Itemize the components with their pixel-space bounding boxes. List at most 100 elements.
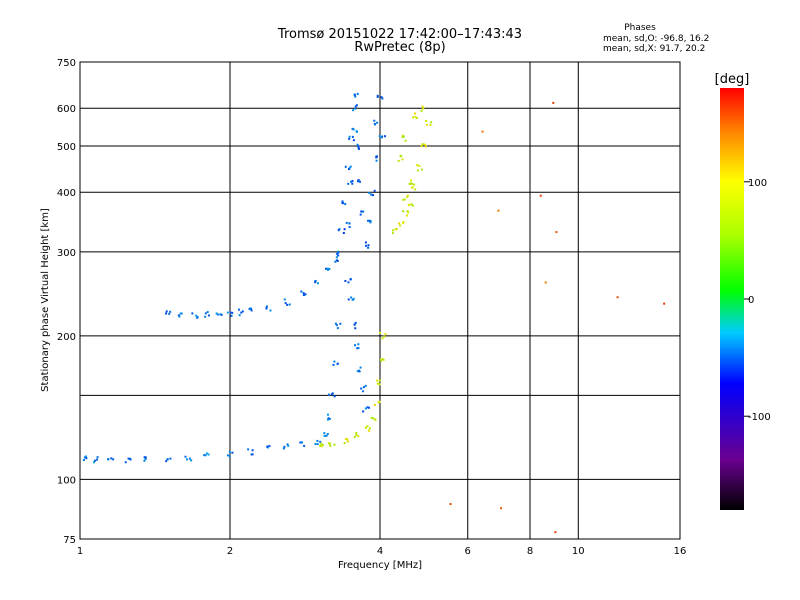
echo-point	[96, 456, 99, 459]
echo-point	[403, 198, 406, 201]
echo-point	[351, 298, 354, 301]
echo-point	[422, 107, 425, 110]
echo-point	[616, 296, 619, 299]
echo-point	[82, 459, 85, 462]
echo-point	[300, 290, 303, 293]
echo-point	[165, 460, 168, 463]
echo-point	[356, 370, 359, 373]
echo-point	[178, 315, 181, 318]
echo-point	[347, 298, 350, 301]
echo-point	[127, 457, 130, 460]
echo-point	[324, 267, 327, 270]
echo-point	[220, 313, 223, 316]
echo-point	[184, 455, 187, 458]
echo-point	[539, 194, 542, 197]
echo-point	[316, 443, 319, 446]
echo-point	[320, 445, 323, 448]
echo-point	[410, 179, 413, 182]
echo-point	[302, 291, 305, 294]
echo-point	[334, 322, 337, 325]
echo-point	[357, 179, 360, 182]
echo-point	[107, 458, 110, 461]
echo-point	[84, 455, 87, 458]
echo-point	[169, 310, 172, 313]
echo-point	[373, 119, 376, 122]
echo-point	[83, 456, 86, 459]
echo-point	[373, 189, 376, 192]
echo-point	[314, 279, 317, 282]
echo-point	[335, 252, 338, 255]
echo-point	[379, 331, 382, 334]
echo-point	[326, 267, 329, 270]
echo-point	[423, 143, 426, 146]
echo-point	[287, 444, 290, 447]
x-tick-label: 1	[77, 546, 83, 557]
echo-point	[228, 455, 231, 458]
echo-point	[326, 413, 329, 416]
echo-point	[357, 343, 360, 346]
echo-point	[420, 109, 423, 112]
echo-point	[350, 296, 353, 299]
echo-point	[355, 104, 358, 107]
echo-point	[226, 454, 229, 457]
echo-point	[410, 203, 413, 206]
echo-point	[231, 451, 234, 454]
echo-point	[365, 244, 368, 247]
echo-point	[341, 201, 344, 204]
x-tick-label: 16	[674, 546, 687, 557]
echo-point	[351, 180, 354, 183]
echo-point	[370, 193, 373, 196]
echo-point	[414, 115, 417, 118]
echo-point	[143, 456, 146, 459]
echo-point	[266, 445, 269, 448]
x-axis-ticks: 1 2 4 6 8 10 16	[77, 546, 687, 557]
echo-point	[400, 155, 403, 158]
echo-point	[219, 313, 222, 316]
echo-point	[369, 220, 372, 223]
echo-point	[265, 305, 268, 308]
y-tick-label: 200	[57, 332, 76, 343]
echo-point	[268, 445, 271, 448]
echo-point	[347, 182, 350, 185]
echo-point	[302, 294, 305, 297]
echo-point	[374, 418, 377, 421]
echo-point	[337, 254, 340, 257]
echo-point	[421, 143, 424, 146]
echo-point	[323, 434, 326, 437]
echo-point	[166, 458, 169, 461]
echo-point	[206, 310, 209, 313]
echo-point	[343, 441, 346, 444]
echo-point	[85, 457, 88, 460]
echo-point	[364, 407, 367, 410]
echo-point	[94, 459, 97, 462]
echo-point	[144, 458, 147, 461]
echo-point	[397, 159, 400, 162]
echo-point	[144, 456, 147, 459]
echo-point	[326, 432, 329, 435]
echo-point	[191, 312, 194, 315]
echo-point	[359, 213, 362, 216]
echo-point	[335, 324, 338, 327]
echo-point	[265, 307, 268, 310]
echo-point	[169, 457, 172, 460]
echo-point	[420, 168, 423, 171]
echo-point	[346, 440, 349, 443]
echo-point	[112, 458, 115, 461]
echo-point	[373, 403, 376, 406]
echo-point	[357, 147, 360, 150]
echo-point	[420, 144, 423, 147]
echo-point	[319, 440, 322, 443]
echo-point	[349, 165, 352, 168]
echo-point	[348, 137, 351, 140]
echo-point	[303, 444, 306, 447]
echo-point	[337, 229, 340, 232]
echo-point	[402, 210, 405, 213]
y-tick-label: 400	[57, 188, 76, 199]
echo-point	[362, 386, 365, 389]
echo-point	[283, 445, 286, 448]
echo-point	[394, 228, 397, 231]
echo-point	[92, 461, 95, 464]
echo-point	[368, 427, 371, 430]
echo-point	[378, 383, 381, 386]
